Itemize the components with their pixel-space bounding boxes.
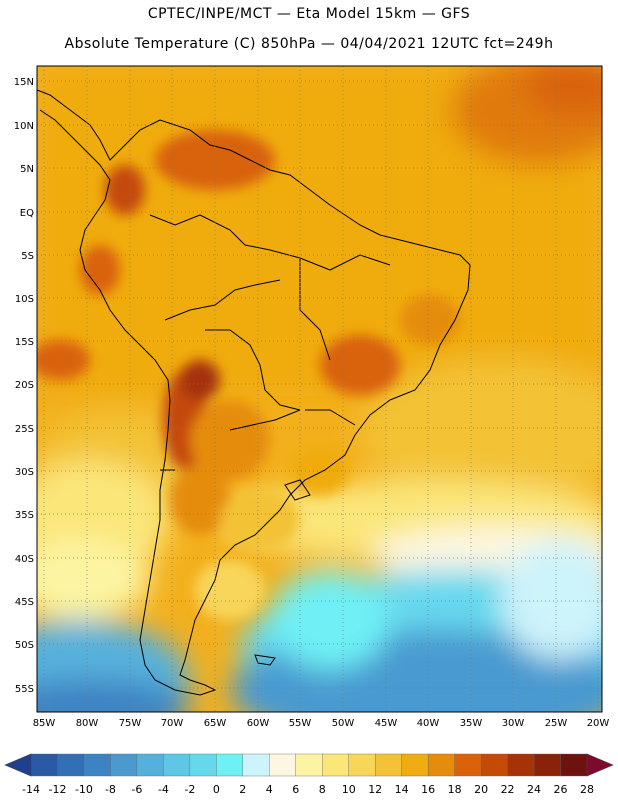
lon-label: 85W (33, 718, 56, 729)
lat-label: EQ (20, 208, 34, 219)
lat-label: 50S (15, 640, 34, 651)
temperature-field (37, 66, 602, 712)
lon-label: 65W (204, 718, 227, 729)
lon-label: 20W (587, 718, 610, 729)
color-scale-tick-label: 0 (213, 783, 220, 796)
color-scale-cell (507, 753, 535, 777)
color-scale-tick-label: 18 (448, 783, 462, 796)
color-scale-cell (295, 753, 323, 777)
color-scale-cell (322, 753, 350, 777)
lon-label: 70W (161, 718, 184, 729)
lat-label: 30S (15, 467, 34, 478)
lon-label: 55W (289, 718, 312, 729)
color-scale-labels: -14 -12 -10 -8 -6 -4 -2 0 2 4 6 8 10 12 14 16 18 20 22 24 26… (22, 783, 594, 796)
color-scale-cell (136, 753, 164, 777)
color-scale-cell (348, 753, 376, 777)
map-title: CPTEC/INPE/MCT — Eta Model 15km — GFS (147, 6, 471, 22)
lon-label: 80W (76, 718, 99, 729)
color-scale-tick-label: 28 (580, 783, 594, 796)
lat-label: 15S (15, 337, 34, 348)
color-scale-tick-label: 12 (368, 783, 382, 796)
map-subtitle: Absolute Temperature (C) 850hPa — 04/04/… (64, 36, 554, 52)
color-scale-cell (216, 753, 244, 777)
lat-label: 5N (20, 164, 34, 175)
lat-label: 45S (15, 597, 34, 608)
color-scale-cell (163, 753, 191, 777)
lon-label: 35W (460, 718, 483, 729)
color-scale-tick-label: 16 (421, 783, 435, 796)
color-scale-tick-label: -4 (158, 783, 169, 796)
lat-label: 10N (14, 121, 34, 132)
lon-label: 25W (545, 718, 568, 729)
lon-label: 75W (119, 718, 142, 729)
color-scale-tick-label: -2 (184, 783, 195, 796)
color-scale-cell (401, 753, 429, 777)
lat-label: 10S (15, 294, 34, 305)
lat-label: 55S (15, 684, 34, 695)
color-scale-cell (110, 753, 138, 777)
temperature-map: 15N 10N 5N EQ 5S 10S 15S 20S 25S 30S 35S… (14, 65, 610, 729)
map-frame (36, 65, 603, 713)
longitude-axis: 85W 80W 75W 70W 65W 60W 55W 50W 45W 40W … (33, 718, 610, 729)
color-scale-tick-label: 14 (395, 783, 409, 796)
color-scale-tick-label: -10 (75, 783, 93, 796)
lat-label: 15N (14, 77, 34, 88)
color-scale-max-arrow (586, 753, 614, 777)
coastlines (37, 89, 471, 696)
color-scale-tick-label: 22 (501, 783, 515, 796)
lon-label: 50W (332, 718, 355, 729)
lat-label: 40S (15, 554, 34, 565)
color-scale-tick-label: 8 (319, 783, 326, 796)
color-scale-tick-label: 20 (474, 783, 488, 796)
color-scale-cell (374, 753, 403, 777)
color-scale-tick-label: 26 (554, 783, 568, 796)
color-scale-tick-label: 24 (527, 783, 541, 796)
color-scale-cell (533, 753, 562, 777)
lat-label: 5S (21, 251, 34, 262)
color-scale-cell (454, 753, 482, 777)
color-scale-tick-label: 10 (342, 783, 356, 796)
lat-label: 25S (15, 424, 34, 435)
color-scale-cell (560, 753, 588, 777)
lon-label: 60W (247, 718, 270, 729)
color-scale-cell (57, 753, 85, 777)
color-scale-tick-label: -12 (48, 783, 66, 796)
lat-label: 35S (15, 510, 34, 521)
color-scale-tick-label: -14 (22, 783, 40, 796)
color-scale-cell (269, 753, 297, 777)
color-scale-cell (480, 753, 509, 777)
color-scale-tick-label: 2 (239, 783, 246, 796)
color-scale-tick-label: 4 (266, 783, 273, 796)
color-scale-tick-label: 6 (292, 783, 299, 796)
lon-label: 30W (502, 718, 525, 729)
color-scale-cell (242, 753, 270, 777)
color-scale-cell (83, 753, 111, 777)
lon-label: 40W (417, 718, 440, 729)
color-scale-min-arrow (4, 753, 32, 777)
color-scale-cell (30, 753, 58, 777)
lat-label: 20S (15, 380, 34, 391)
color-scale-tick-label: -6 (131, 783, 142, 796)
lon-label: 45W (375, 718, 398, 729)
color-scale-cells (30, 753, 588, 777)
latitude-axis: 15N 10N 5N EQ 5S 10S 15S 20S 25S 30S 35S… (14, 77, 34, 695)
color-scale-bar: -14 -12 -10 -8 -6 -4 -2 0 2 4 6 8 10 12 14 16 18 20 22 24 26… (4, 753, 614, 796)
color-scale-cell (427, 753, 456, 777)
color-scale-tick-label: -8 (105, 783, 116, 796)
color-scale-cell (189, 753, 217, 777)
